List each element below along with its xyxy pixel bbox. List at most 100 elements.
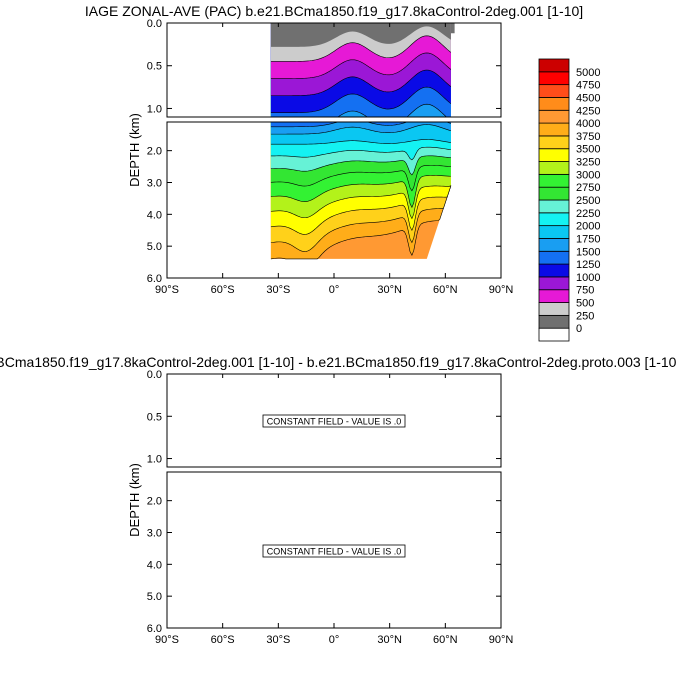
panel-2-top-note: CONSTANT FIELD - VALUE IS .0 [267, 417, 402, 427]
y-tick-label: 1.0 [147, 454, 162, 466]
y-tick-label: 5.0 [147, 241, 162, 253]
age-contour [270, 185, 452, 220]
colorbar-label: 250 [576, 310, 594, 322]
x-tick-label: 30°S [266, 284, 290, 296]
colorbar-swatch [538, 238, 570, 252]
colorbar-swatch [538, 161, 570, 175]
x-tick-label: 60°N [433, 284, 458, 296]
colorbar-label: 1500 [576, 246, 600, 258]
age-contour [270, 155, 451, 176]
colorbar-swatch [538, 212, 570, 227]
x-tick-label: 30°N [377, 634, 402, 646]
colorbar-swatch [538, 122, 570, 137]
colorbar-label: 4250 [576, 105, 600, 117]
colorbar-label: 1250 [576, 259, 600, 271]
y-tick-label: 5.0 [147, 591, 162, 603]
colorbar-label: 4500 [576, 92, 600, 104]
colorbar-swatch [538, 84, 570, 98]
colorbar-swatch [538, 289, 570, 303]
colorbar-swatch [538, 302, 570, 316]
x-tick-label: 60°S [211, 284, 235, 296]
age-contour [270, 86, 452, 114]
x-tick-label: 90°S [155, 634, 179, 646]
colorbar-swatch [538, 327, 570, 342]
y-tick-label: 2.0 [147, 146, 162, 158]
colorbar-swatch [538, 148, 570, 162]
panel-1: IAGE ZONAL-AVE (PAC) b.e21.BCma1850.f19_… [85, 3, 583, 346]
y-tick-label: 6.0 [147, 273, 162, 285]
age-contour [270, 69, 452, 96]
age-contour [270, 185, 452, 252]
age-contour [271, 260, 451, 346]
colorbar-swatch [538, 250, 570, 265]
panel-2-title: .BCma1850.f19_g17.8kaControl-2deg.001 [1… [0, 354, 677, 370]
x-tick-label: 0° [329, 634, 340, 646]
y-tick-label: 3.0 [147, 177, 162, 189]
age-contour [270, 185, 452, 235]
panel-2: .BCma1850.f19_g17.8kaControl-2deg.001 [1… [0, 354, 677, 646]
colorbar-label: 3750 [576, 131, 600, 143]
age-contour [337, 103, 447, 117]
y-tick-label: 0.0 [147, 369, 162, 381]
panel-2-bottom-note-box [262, 544, 406, 558]
age-contour [270, 124, 451, 135]
x-tick-label: 90°S [155, 284, 179, 296]
x-tick-label: 90°N [489, 634, 514, 646]
colorbar-swatch [538, 263, 570, 278]
colorbar-label: 3250 [576, 157, 600, 169]
colorbar-label: 750 [576, 285, 594, 297]
colorbar-swatch [538, 225, 570, 239]
age-contour [270, 52, 452, 79]
colorbar-swatch [538, 173, 570, 188]
age-contour [270, 35, 452, 62]
colorbar-swatch [538, 199, 570, 214]
x-tick-label: 60°S [211, 634, 235, 646]
age-contour [270, 122, 451, 128]
colorbar-swatch [538, 97, 570, 111]
colorbar-swatch [538, 71, 570, 86]
panel-1-top-field [270, 23, 455, 346]
colorbar-label: 500 [576, 298, 594, 310]
panel-2-ylabel: DEPTH (km) [127, 463, 142, 537]
y-tick-label: 0.0 [147, 18, 162, 30]
panel-2-axes: 90°S 60°S 30°S 0° 30°N 60°N 90°N 0.0 0.5 1.0 2.0 3.… [147, 369, 514, 646]
colorbar-label: 2250 [576, 208, 600, 220]
colorbar-label: 1000 [576, 272, 600, 284]
colorbar-label: 1750 [576, 233, 600, 245]
age-contour [270, 146, 451, 161]
colorbar-label: 4000 [576, 118, 600, 130]
y-tick-label: 1.0 [147, 103, 162, 115]
x-tick-label: 0° [329, 284, 340, 296]
y-tick-label: 0.5 [147, 411, 162, 423]
y-tick-label: 0.5 [147, 61, 162, 73]
age-band-surface [450, 23, 455, 34]
panel-2-top-note-box [262, 414, 406, 428]
age-contour [270, 164, 451, 192]
x-tick-label: 90°N [489, 284, 514, 296]
colorbar-swatch [538, 58, 570, 73]
y-tick-label: 2.0 [147, 496, 162, 508]
y-tick-label: 4.0 [147, 209, 162, 221]
colorbar-label: 5000 [576, 67, 600, 79]
colorbar-label: 2000 [576, 221, 600, 233]
colorbar-label: 3000 [576, 169, 600, 181]
panel-1-title: IAGE ZONAL-AVE (PAC) b.e21.BCma1850.f19_… [85, 3, 583, 19]
panel-2-bottom-note: CONSTANT FIELD - VALUE IS .0 [267, 547, 402, 557]
x-tick-label: 30°N [377, 284, 402, 296]
colorbar-swatch [538, 135, 570, 150]
colorbar-label: 3500 [576, 144, 600, 156]
age-contour [270, 185, 452, 260]
colorbar-label: 0 [576, 323, 582, 335]
panel-1-axes: 90°S 60°S 30°S 0° 30°N 60°N 90°N 0.0 0.5 1.0 2.0 3.… [147, 18, 514, 296]
colorbar-swatch [538, 186, 570, 201]
panel-1-bottom-field [270, 122, 452, 260]
colorbar-label: 4750 [576, 80, 600, 92]
age-contour [270, 175, 451, 209]
y-tick-label: 6.0 [147, 623, 162, 635]
colorbar-label: 2750 [576, 182, 600, 194]
colorbar-label: 2500 [576, 195, 600, 207]
colorbar-swatch [538, 276, 570, 291]
colorbar-swatch [538, 109, 570, 124]
colorbar: 0250500750100012501500175020002250250027… [538, 58, 600, 342]
